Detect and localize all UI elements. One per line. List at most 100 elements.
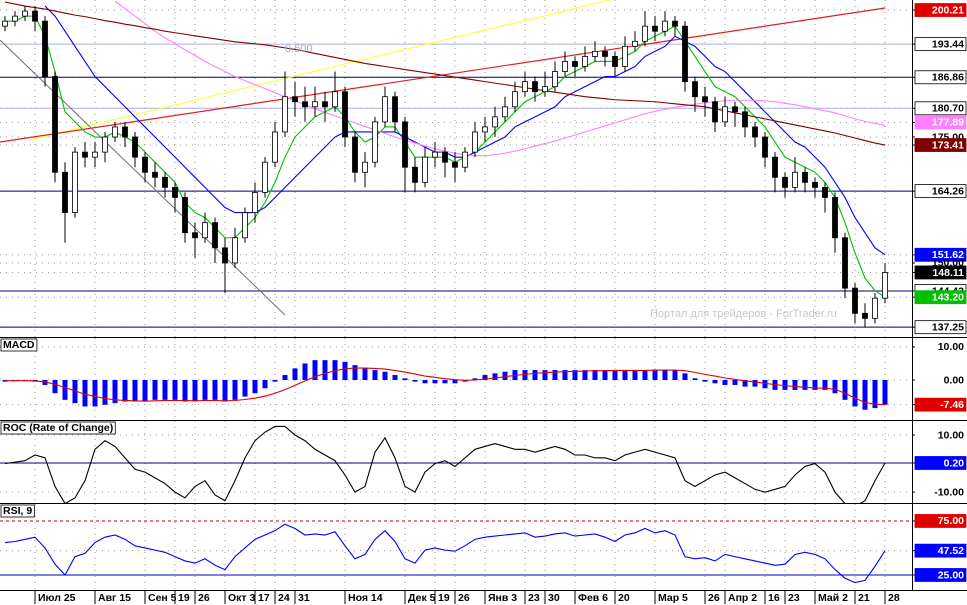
histogram-bar — [762, 379, 768, 389]
histogram-bar — [292, 368, 298, 380]
histogram-bar — [62, 379, 68, 400]
histogram-bar — [542, 370, 548, 380]
candle-body — [602, 50, 608, 57]
candle-body — [302, 101, 308, 108]
y-tick-label: 0.00 — [944, 374, 965, 386]
x-tick-label: Фев 6 — [578, 592, 608, 604]
y-tick-label: 10.00 — [938, 429, 964, 441]
candle-body — [782, 176, 788, 188]
x-tick-label: 26 — [458, 592, 470, 604]
x-tick-label: 19 — [178, 592, 190, 604]
x-tick-label: 28 — [888, 592, 900, 604]
y-tick-label: 177.89 — [932, 117, 964, 129]
histogram-bar — [782, 379, 788, 390]
x-tick-label: Авг 15 — [98, 592, 131, 604]
histogram-bar — [412, 379, 418, 382]
candle-body — [172, 186, 178, 198]
histogram-bar — [792, 379, 798, 390]
histogram-bar — [712, 379, 718, 384]
histogram-bar — [432, 379, 438, 384]
candle-body — [472, 131, 478, 153]
histogram-bar — [622, 370, 628, 380]
panel-title: ROC (Rate of Change) — [3, 422, 113, 434]
candle-body — [382, 96, 388, 123]
y-tick-label: 10.00 — [938, 341, 964, 353]
tick-label-box — [914, 115, 967, 130]
histogram-bar — [362, 368, 368, 380]
candle-body — [112, 126, 118, 138]
candle-body — [272, 131, 278, 163]
histogram-bar — [692, 378, 698, 380]
series-line — [4, 523, 886, 584]
histogram-bar — [252, 379, 258, 394]
candle-body — [422, 156, 428, 183]
x-tick-label: Окт 3 — [228, 592, 255, 604]
tick-label-box — [914, 138, 967, 152]
candle-body — [352, 136, 358, 173]
tick-label-box — [914, 37, 967, 52]
histogram-bar — [182, 379, 188, 402]
candle-body — [872, 297, 878, 319]
candle-body — [192, 232, 198, 239]
histogram-bar — [372, 370, 378, 380]
histogram-bar — [522, 370, 528, 380]
series-line — [5, 367, 886, 406]
x-tick-label: 19 — [438, 592, 450, 604]
y-tick-label: 151.62 — [932, 249, 964, 261]
candle-body — [342, 91, 348, 138]
candle-body — [762, 136, 768, 158]
histogram-bar — [842, 379, 848, 400]
y-tick-label: -7.46 — [940, 399, 964, 411]
y-tick-label: 143.20 — [932, 291, 964, 303]
histogram-bar — [802, 379, 808, 390]
candle-body — [152, 171, 158, 178]
candle-body — [522, 81, 528, 93]
trendline-gray — [0, 39, 286, 316]
x-tick-label: 24 — [278, 592, 290, 604]
candle-body — [232, 237, 238, 264]
y-tick-label: 180.70 — [932, 103, 964, 115]
x-tick-label: Сен 5 — [148, 592, 177, 604]
histogram-bar — [752, 379, 758, 387]
candle-body — [252, 192, 258, 213]
series-line — [4, 1, 886, 146]
candle-body — [282, 96, 288, 133]
candle-body — [22, 10, 28, 17]
histogram-bar — [82, 379, 88, 407]
histogram-bar — [352, 365, 358, 380]
histogram-bar — [382, 371, 388, 380]
panel-title-group: RSI, 9 — [0, 504, 35, 518]
candle-body — [492, 116, 498, 128]
histogram-bar — [332, 360, 338, 380]
candle-body — [12, 15, 18, 22]
histogram-bar — [172, 379, 178, 400]
histogram-bar — [492, 373, 498, 380]
candle-body — [432, 151, 438, 158]
y-tick-label: 137.25 — [932, 321, 964, 333]
candle-body — [92, 151, 98, 158]
tick-label-box — [914, 456, 967, 470]
panel-1 — [2, 360, 888, 410]
tick-label-box — [914, 70, 967, 85]
histogram-bar — [652, 370, 658, 380]
tick-label-box — [914, 543, 967, 558]
histogram-bar — [702, 379, 708, 382]
x-tick-label: Мар 5 — [658, 592, 688, 604]
candle-body — [102, 136, 108, 153]
x-tick-label: Апр 2 — [728, 592, 757, 604]
candle-body — [532, 81, 538, 93]
candle-body — [662, 20, 668, 32]
candle-body — [612, 56, 618, 67]
histogram-bar — [482, 375, 488, 380]
candle-body — [42, 20, 48, 77]
x-tick-label: Дек 5 — [408, 592, 436, 604]
histogram-bar — [122, 379, 128, 402]
candle-body — [772, 156, 778, 178]
candle-body — [702, 96, 708, 103]
candle-body — [552, 71, 558, 88]
candle-body — [722, 106, 728, 123]
histogram-bar — [272, 379, 278, 382]
candle-body — [262, 161, 268, 193]
x-tick-label: Янв 3 — [488, 592, 517, 604]
candle-body — [362, 161, 368, 173]
